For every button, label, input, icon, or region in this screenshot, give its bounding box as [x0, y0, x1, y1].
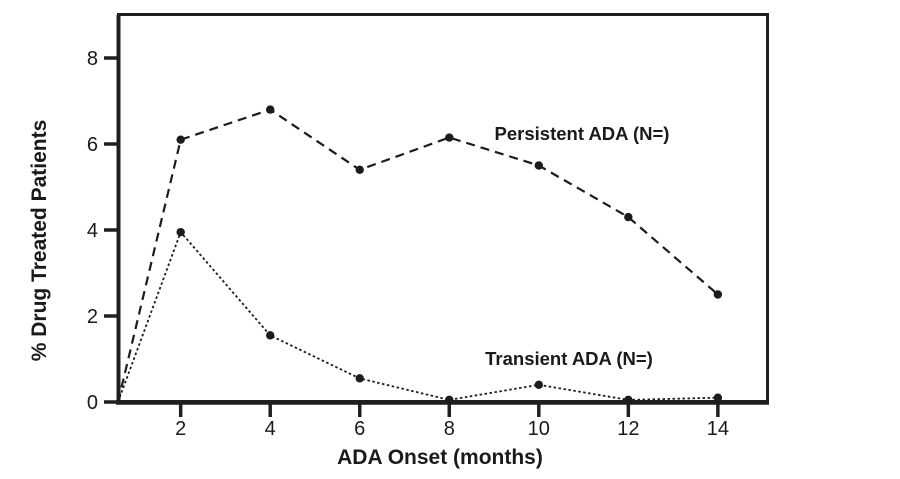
series-label-persistent: Persistent ADA (N=) — [495, 123, 670, 144]
data-point — [266, 105, 275, 114]
data-point — [355, 165, 364, 174]
x-axis-label: ADA Onset (months) — [337, 446, 543, 469]
data-point — [176, 227, 185, 237]
y-tick-label: 4 — [87, 220, 98, 242]
data-point — [445, 395, 454, 405]
data-point — [534, 161, 543, 170]
x-tick-label: 12 — [617, 418, 639, 440]
x-tick-label: 6 — [354, 418, 365, 440]
y-tick-label: 2 — [87, 306, 98, 328]
y-tick-label: 6 — [87, 134, 98, 156]
data-point — [176, 135, 185, 144]
x-tick-label: 2 — [175, 418, 186, 440]
y-tick-label: 0 — [87, 392, 98, 414]
x-tick-label: 14 — [707, 418, 729, 440]
data-point — [713, 393, 723, 402]
y-tick-label: 8 — [87, 48, 98, 70]
plot-frame — [117, 13, 769, 403]
data-point — [355, 374, 364, 383]
x-tick-label: 10 — [528, 418, 550, 440]
data-point — [624, 395, 633, 405]
data-point — [534, 380, 543, 389]
series-line-transient — [117, 230, 718, 403]
series-label-transient: Transient ADA (N=) — [485, 348, 653, 369]
data-point — [624, 212, 633, 222]
x-tick-label: 8 — [444, 418, 455, 440]
data-point — [445, 133, 454, 142]
series-line-persistent — [116, 108, 719, 403]
x-tick-label: 4 — [265, 418, 276, 440]
data-point — [266, 331, 275, 340]
y-axis-label: % Drug Treated Patients — [28, 120, 51, 362]
data-point — [713, 290, 723, 299]
